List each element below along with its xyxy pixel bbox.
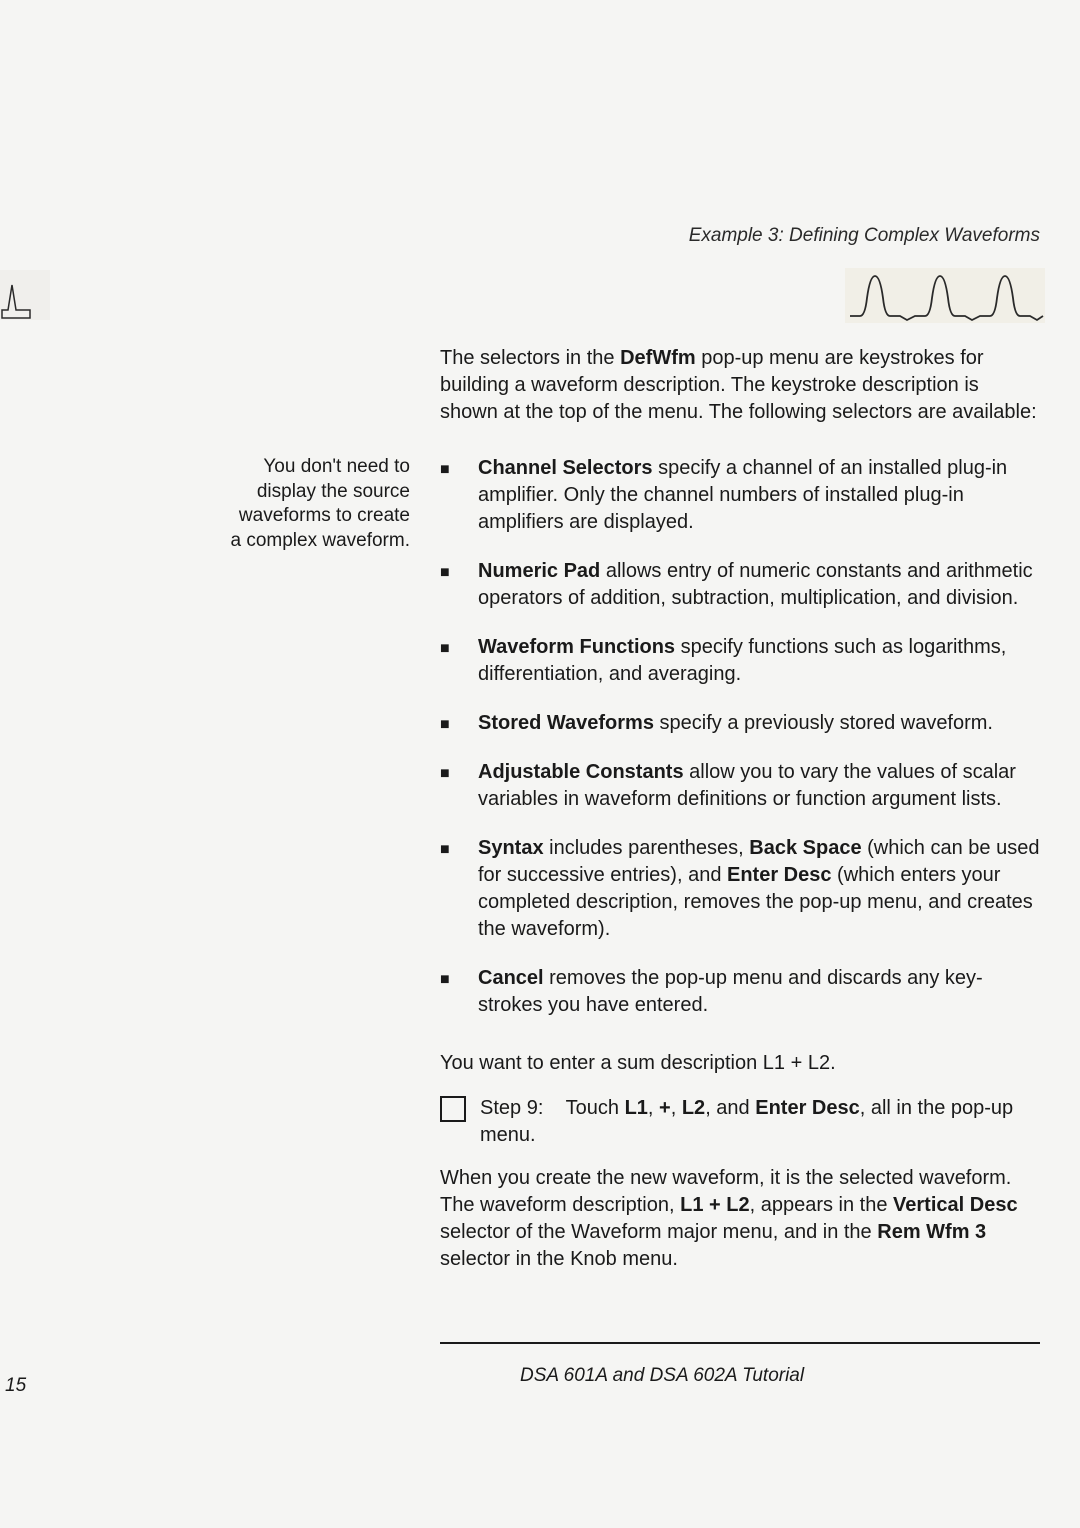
page-number: 15 bbox=[5, 1375, 26, 1397]
term: Vertical Desc bbox=[893, 1194, 1018, 1216]
bullet-icon: ■ bbox=[440, 835, 478, 943]
text: , appears in the bbox=[750, 1194, 893, 1216]
key: L1 bbox=[625, 1097, 648, 1119]
text: selector in the Knob menu. bbox=[440, 1248, 678, 1270]
bullet-icon: ■ bbox=[440, 710, 478, 737]
term: Channel Selectors bbox=[478, 457, 653, 479]
bullet-icon: ■ bbox=[440, 759, 478, 813]
key: L2 bbox=[682, 1097, 705, 1119]
text: includes parentheses, bbox=[544, 837, 750, 859]
waveform-pattern-icon bbox=[845, 268, 1045, 323]
term: Rem Wfm 3 bbox=[877, 1221, 986, 1243]
text: , bbox=[648, 1097, 659, 1119]
step-text: Step 9: Touch L1, +, L2, and Enter Desc,… bbox=[480, 1095, 1040, 1149]
bullet-text: Cancel removes the pop-up menu and disca… bbox=[478, 965, 1040, 1019]
bullet-text: Numeric Pad allows entry of numeric cons… bbox=[478, 558, 1040, 612]
expr: L1 + L2 bbox=[680, 1194, 749, 1216]
bullet-text: Stored Waveforms specify a previously st… bbox=[478, 710, 1040, 737]
text: , and bbox=[705, 1097, 755, 1119]
term: Enter Desc bbox=[727, 864, 832, 886]
waveform-icon bbox=[0, 270, 50, 320]
list-item: ■ Numeric Pad allows entry of numeric co… bbox=[440, 558, 1040, 612]
defwfm-label: DefWfm bbox=[620, 347, 696, 369]
sum-paragraph: You want to enter a sum description L1 +… bbox=[440, 1050, 1040, 1077]
step-row: Step 9: Touch L1, +, L2, and Enter Desc,… bbox=[440, 1095, 1040, 1149]
text: removes the pop-up menu and discards any… bbox=[478, 967, 983, 1016]
list-item: ■ Cancel removes the pop-up menu and dis… bbox=[440, 965, 1040, 1019]
bullet-icon: ■ bbox=[440, 455, 478, 536]
term: Waveform Functions bbox=[478, 636, 675, 658]
side-note-line: waveforms to create bbox=[180, 504, 410, 529]
bullet-icon: ■ bbox=[440, 965, 478, 1019]
text: selector of the Waveform major menu, and… bbox=[440, 1221, 877, 1243]
text: The selectors in the bbox=[440, 347, 620, 369]
term: Cancel bbox=[478, 967, 544, 989]
bullet-text: Channel Selectors specify a channel of a… bbox=[478, 455, 1040, 536]
side-note-line: display the source bbox=[180, 480, 410, 505]
header-title: Example 3: Defining Complex Waveforms bbox=[689, 225, 1040, 247]
key: Enter Desc bbox=[755, 1097, 860, 1119]
term: Back Space bbox=[749, 837, 861, 859]
bullet-text: Waveform Functions specify functions suc… bbox=[478, 634, 1040, 688]
term: Numeric Pad bbox=[478, 560, 600, 582]
footer-rule bbox=[440, 1342, 1040, 1344]
bullet-text: Adjustable Constants allow you to vary t… bbox=[478, 759, 1040, 813]
list-item: ■ Waveform Functions specify functions s… bbox=[440, 634, 1040, 688]
list-item: ■ Syntax includes parentheses, Back Spac… bbox=[440, 835, 1040, 943]
intro-paragraph: The selectors in the DefWfm pop-up menu … bbox=[440, 345, 1040, 426]
step-label: Step 9: bbox=[480, 1097, 543, 1119]
term: Syntax bbox=[478, 837, 544, 859]
side-note-line: You don't need to bbox=[180, 455, 410, 480]
list-item: ■ Adjustable Constants allow you to vary… bbox=[440, 759, 1040, 813]
term: Stored Waveforms bbox=[478, 712, 654, 734]
page-container: Example 3: Defining Complex Waveforms Th… bbox=[0, 0, 1080, 1528]
checkbox-icon bbox=[440, 1096, 466, 1122]
bullet-icon: ■ bbox=[440, 558, 478, 612]
key: + bbox=[659, 1097, 671, 1119]
side-note-line: a complex waveform. bbox=[180, 529, 410, 554]
list-item: ■ Stored Waveforms specify a previously … bbox=[440, 710, 1040, 737]
result-paragraph: When you create the new waveform, it is … bbox=[440, 1165, 1040, 1273]
term: Adjustable Constants bbox=[478, 761, 684, 783]
text: specify a previously stored waveform. bbox=[654, 712, 993, 734]
bullet-text: Syntax includes parentheses, Back Space … bbox=[478, 835, 1040, 943]
list-item: ■ Channel Selectors specify a channel of… bbox=[440, 455, 1040, 536]
text: Touch bbox=[566, 1097, 625, 1119]
footer-text: DSA 601A and DSA 602A Tutorial bbox=[520, 1365, 804, 1387]
bullet-list: ■ Channel Selectors specify a channel of… bbox=[440, 455, 1040, 1041]
side-note: You don't need to display the source wav… bbox=[180, 455, 410, 554]
bullet-icon: ■ bbox=[440, 634, 478, 688]
text: , bbox=[671, 1097, 682, 1119]
